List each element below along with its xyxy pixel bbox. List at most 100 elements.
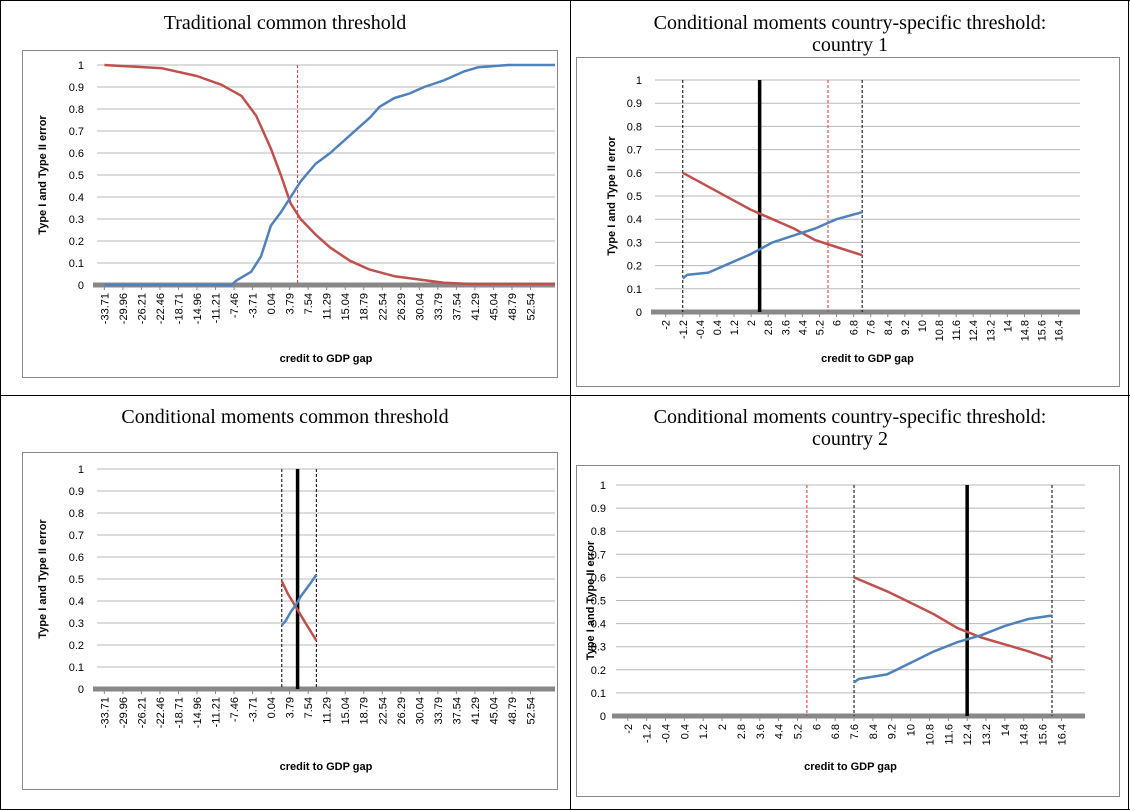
series-line — [853, 576, 1053, 661]
y-tick-label: 0.4 — [591, 619, 606, 631]
x-tick-label: -0.4 — [660, 724, 672, 743]
y-tick-label: 0.8 — [69, 508, 84, 520]
series-line — [853, 614, 1053, 684]
panel-title: Traditional common threshold — [163, 12, 407, 34]
x-tick-label: 45.04 — [488, 293, 500, 321]
x-tick-label: 6.8 — [849, 320, 861, 335]
y-tick-label: 0 — [78, 684, 84, 696]
chart-frame — [576, 57, 1120, 387]
panel-title: Conditional moments country-specific thr… — [653, 406, 1047, 450]
x-tick-label: -7.46 — [229, 293, 241, 318]
y-tick-label: 0.4 — [69, 192, 84, 204]
x-tick-label: 11.6 — [943, 724, 955, 745]
chart: 0 0.1 0.2 0.3 0.4 0.5 0.6 0.7 0.8 0.9 1 -2 -1.2 -0.4 0… — [576, 57, 1120, 387]
y-tick-label: 0.6 — [591, 572, 606, 584]
y-tick-label: 1 — [78, 60, 84, 72]
y-tick-label: 0.6 — [627, 168, 642, 180]
chart-frame — [22, 50, 558, 378]
x-tick-label: 37.54 — [451, 697, 463, 725]
x-tick-label: -33.71 — [99, 293, 111, 324]
y-tick-label: 0.1 — [627, 284, 642, 296]
x-tick-label: -18.71 — [173, 293, 185, 324]
y-tick-label: 0 — [636, 307, 642, 319]
y-tick-label: 0.3 — [627, 237, 642, 249]
y-tick-label: 0.7 — [591, 549, 606, 561]
y-tick-label: 0.6 — [69, 148, 84, 160]
series-line — [280, 573, 318, 627]
x-tick-label: 4.4 — [797, 320, 809, 335]
x-tick-label: -2 — [623, 724, 635, 734]
border — [570, 0, 571, 810]
x-tick-label: 12.4 — [968, 320, 980, 341]
x-tick-label: 2.8 — [736, 724, 748, 739]
x-tick-label: 48.79 — [507, 697, 519, 725]
x-tick-label: 30.04 — [414, 293, 426, 321]
x-tick-label: 1.2 — [698, 724, 710, 739]
x-tick-label: -11.21 — [211, 293, 223, 323]
x-tick-label: 15.6 — [1038, 724, 1050, 745]
x-tick-label: 8.4 — [883, 320, 895, 335]
y-tick-label: 1 — [78, 464, 84, 476]
x-tick-label: 11.29 — [322, 697, 334, 724]
x-tick-label: -14.96 — [192, 697, 204, 728]
x-tick-label: 0.04 — [266, 293, 278, 314]
x-tick-label: 10 — [917, 320, 929, 332]
x-tick-label: 52.54 — [525, 293, 537, 321]
x-tick-label: 14 — [1002, 320, 1014, 332]
x-tick-label: 48.79 — [507, 293, 519, 321]
x-tick-label: 22.54 — [377, 697, 389, 725]
x-tick-label: -0.4 — [695, 320, 707, 339]
x-tick-label: 12.4 — [962, 724, 974, 745]
x-tick-label: -2 — [661, 320, 673, 330]
x-tick-label: 2.8 — [763, 320, 775, 335]
x-tick-label: 16.4 — [1054, 320, 1066, 341]
x-tick-label: 9.2 — [887, 724, 899, 739]
x-tick-label: -3.71 — [248, 293, 260, 318]
y-tick-label: 0.7 — [627, 145, 642, 157]
x-tick-label: 6.8 — [830, 724, 842, 739]
y-tick-label: 0.7 — [69, 530, 84, 542]
panel-title: Conditional moments country-specific thr… — [653, 12, 1047, 56]
x-tick-label: -26.21 — [136, 697, 148, 728]
y-tick-label: 0.3 — [69, 214, 84, 226]
x-tick-label: 18.79 — [359, 697, 371, 725]
x-axis-title: credit to GDP gap — [280, 353, 373, 365]
y-tick-label: 0.7 — [69, 126, 84, 138]
y-tick-label: 0.5 — [627, 191, 642, 203]
y-axis-title: Type I and Type II error — [585, 540, 597, 660]
y-tick-label: 0.1 — [69, 258, 84, 270]
x-tick-label: 52.54 — [525, 697, 537, 725]
chart-frame — [22, 452, 558, 790]
y-axis-title: Type I and Type II error — [37, 519, 49, 639]
y-tick-label: 0.9 — [627, 98, 642, 110]
y-tick-label: 0.9 — [591, 503, 606, 515]
x-tick-label: -33.71 — [99, 697, 111, 728]
x-tick-label: 0.4 — [679, 724, 691, 739]
x-tick-label: 3.6 — [780, 320, 792, 335]
x-tick-label: 14.8 — [1019, 320, 1031, 341]
x-tick-label: 45.04 — [488, 697, 500, 725]
border — [0, 0, 1, 810]
x-axis-title: credit to GDP gap — [280, 761, 373, 773]
y-tick-label: 0.2 — [591, 665, 606, 677]
x-tick-label: 2 — [746, 320, 758, 326]
y-tick-label: 0.5 — [591, 596, 606, 608]
x-tick-label: 6 — [832, 320, 844, 326]
x-tick-label: 15.04 — [340, 293, 352, 321]
y-tick-label: 0.5 — [69, 170, 84, 182]
x-tick-label: 33.79 — [433, 697, 445, 725]
x-tick-label: 18.79 — [359, 293, 371, 321]
series-line — [104, 63, 555, 287]
y-tick-label: 0.5 — [69, 574, 84, 586]
x-tick-label: 41.29 — [470, 697, 482, 725]
x-tick-label: 1.2 — [729, 320, 741, 335]
y-tick-label: 0.3 — [591, 642, 606, 654]
x-axis-title: credit to GDP gap — [821, 353, 914, 365]
x-tick-label: 7.54 — [303, 293, 315, 314]
x-tick-label: 15.6 — [1037, 320, 1049, 341]
series-line — [104, 63, 555, 286]
x-tick-label: -7.46 — [229, 697, 241, 722]
x-tick-label: 3.79 — [285, 293, 297, 314]
x-axis-title: credit to GDP gap — [804, 761, 897, 773]
x-tick-label: 30.04 — [414, 697, 426, 725]
